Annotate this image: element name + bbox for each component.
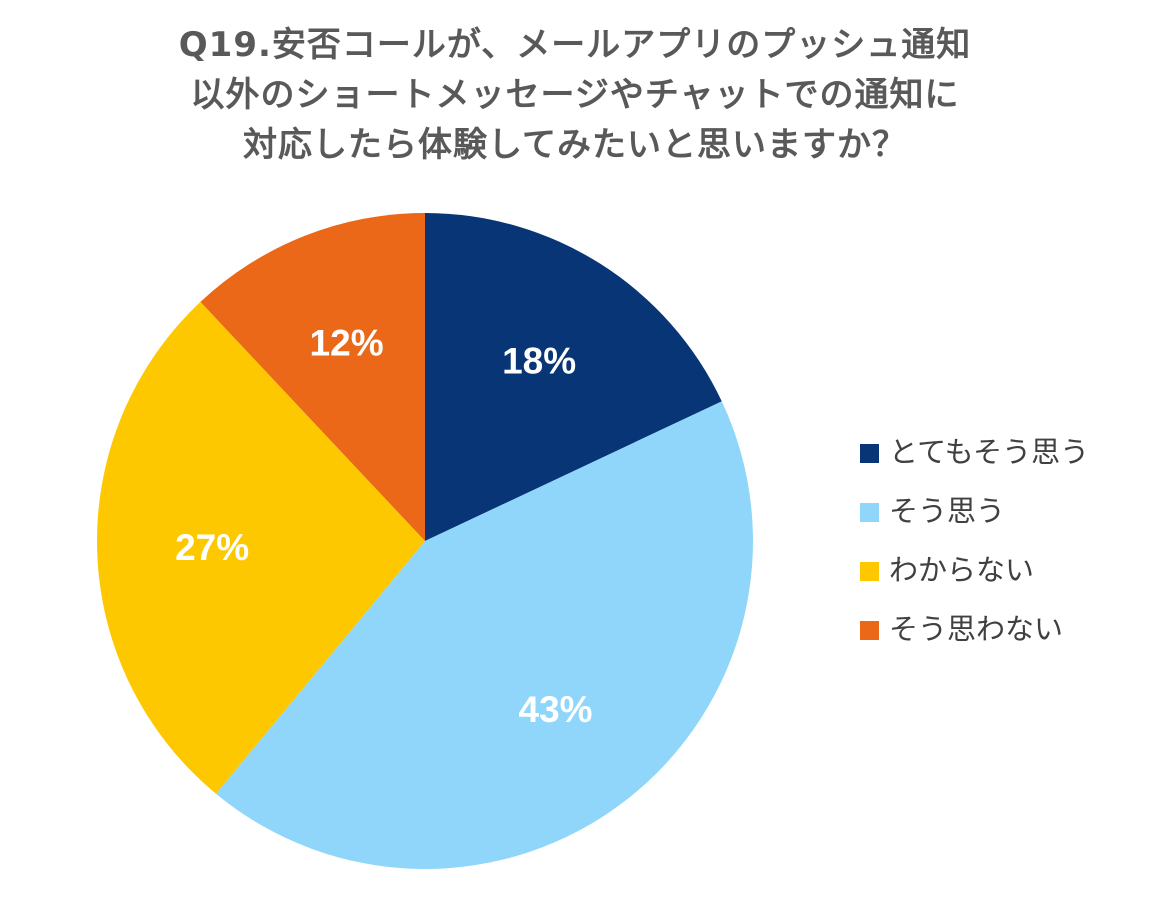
legend-swatch [860,444,879,463]
title-line-1: Q19.安否コールが、メールアプリのプッシュ通知 [178,25,972,65]
legend-swatch [860,621,879,640]
legend-label: そう思う [889,493,1006,528]
pie-slice-1 [425,213,722,541]
title-line-2: 以外のショートメッセージやチャットでの通知に [190,75,960,115]
data-label-3: 27% [175,527,249,568]
data-label-1: 18% [502,341,576,382]
legend-item-sou-omou: そう思う [860,479,1140,538]
legend-label: そう思わない [889,611,1064,646]
data-label-4: 12% [310,322,384,363]
pie-slice-2 [215,401,753,869]
pie-slice-3 [97,301,425,794]
legend-item-totemo-sou-omou: とてもそう思う [860,420,1140,479]
legend-item-sou-omowanai: そう思わない [860,597,1140,656]
pie-slice-4 [200,213,425,541]
legend: とてもそう思う そう思う わからない そう思わない [860,420,1140,656]
chart-title: Q19.安否コールが、メールアプリのプッシュ通知 以外のショートメッセージやチャ… [0,20,1150,170]
data-label-2: 43% [519,689,593,730]
title-line-3: 対応したら体験してみたいと思いますか？ [243,125,907,165]
pie-slices [97,213,753,869]
pie-data-labels: 18% 43% 27% 12% [175,322,593,729]
legend-item-wakaranai: わからない [860,538,1140,597]
legend-label: とてもそう思う [889,434,1090,469]
legend-swatch [860,562,879,581]
legend-swatch [860,503,879,522]
legend-label: わからない [889,552,1035,587]
